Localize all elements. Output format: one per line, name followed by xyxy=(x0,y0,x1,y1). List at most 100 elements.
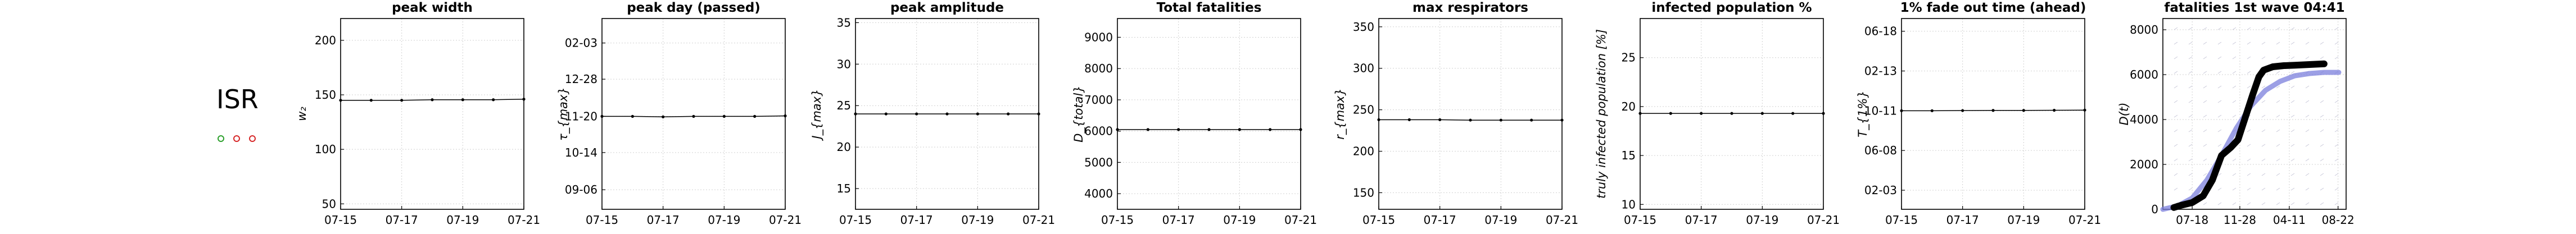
field-mark xyxy=(2261,56,2266,59)
field-mark xyxy=(2188,71,2193,74)
x-tick-label: 07-15 xyxy=(839,213,872,227)
field-mark xyxy=(2247,129,2251,132)
data-point xyxy=(1407,118,1411,121)
x-tick-label: 07-21 xyxy=(1807,213,1840,227)
field-mark xyxy=(2203,56,2207,59)
chart-title: infected population % xyxy=(1651,1,1812,15)
field-mark xyxy=(2217,85,2222,89)
field-mark xyxy=(2174,42,2178,45)
field-mark xyxy=(2305,85,2310,89)
x-tick-label: 07-17 xyxy=(900,213,933,227)
field-mark xyxy=(2174,129,2178,132)
x-tick-label: 11-28 xyxy=(2224,213,2256,227)
field-mark xyxy=(2232,158,2237,162)
field-mark xyxy=(2174,173,2178,176)
y-axis-label: T_{1%} xyxy=(1856,90,1870,137)
x-tick-label: 07-19 xyxy=(1746,213,1778,227)
data-point xyxy=(976,112,979,116)
x-tick-label: 08-22 xyxy=(2322,213,2355,227)
field-mark xyxy=(2334,42,2339,45)
y-axis-label: τ_{max} xyxy=(556,87,571,141)
plot-frame xyxy=(1378,18,1563,210)
indicator-dot xyxy=(233,135,240,142)
y-tick-label: 7000 xyxy=(1084,93,1113,107)
y-tick-label: 350 xyxy=(1353,20,1374,34)
field-mark xyxy=(2203,27,2207,30)
x-tick-label: 07-17 xyxy=(647,213,680,227)
field-mark xyxy=(2305,187,2310,191)
field-mark xyxy=(2261,27,2266,30)
field-mark xyxy=(2290,144,2295,147)
field-mark xyxy=(2320,114,2324,118)
data-point xyxy=(1438,118,1442,121)
plot-frame xyxy=(601,18,786,210)
x-tick-label: 07-15 xyxy=(1624,213,1656,227)
data-point xyxy=(461,98,464,102)
field-mark xyxy=(2203,71,2207,74)
data-point xyxy=(1530,118,1533,122)
field-mark xyxy=(2305,42,2310,45)
y-axis-label: r_{max} xyxy=(1333,88,1347,140)
x-tick-label: 07-15 xyxy=(1362,213,1395,227)
data-point xyxy=(431,98,434,102)
y-tick-label: 15 xyxy=(837,182,851,195)
chart-title: peak day (passed) xyxy=(627,1,760,15)
chart-title: 1% fade out time (ahead) xyxy=(1900,1,2086,15)
field-mark xyxy=(2232,71,2237,74)
y-tick-label: 150 xyxy=(1353,186,1374,199)
field-mark xyxy=(2290,129,2295,132)
field-mark xyxy=(2203,158,2207,162)
x-tick-label: 07-19 xyxy=(446,213,479,227)
field-mark xyxy=(2217,42,2222,45)
field-mark xyxy=(2261,173,2266,176)
field-mark xyxy=(2188,173,2193,176)
chart-panel-2: 07-15 07-17 07-19 07-21 09-06 10-14 11-20 12-28… xyxy=(556,1,802,227)
chart-panel-4: 07-15 07-17 07-19 07-21 4000 5000 6000 7000 8000… xyxy=(1072,1,1317,227)
x-tick-label: 07-15 xyxy=(324,213,357,227)
field-mark xyxy=(2261,144,2266,147)
y-axis-label: w₂ xyxy=(295,107,309,121)
x-tick-label: 04-11 xyxy=(2273,213,2306,227)
x-tick-label: 07-15 xyxy=(1885,213,1918,227)
field-mark xyxy=(2203,173,2207,176)
field-mark xyxy=(2261,202,2266,205)
field-mark xyxy=(2261,85,2266,89)
y-axis-label: D(t) xyxy=(2117,103,2131,126)
field-mark xyxy=(2188,42,2193,45)
field-mark xyxy=(2334,173,2339,176)
data-point xyxy=(1760,112,1764,115)
field-mark xyxy=(2247,85,2251,89)
y-tick-label: 200 xyxy=(315,34,336,47)
field-mark xyxy=(2217,187,2222,191)
field-mark xyxy=(2247,158,2251,162)
data-point xyxy=(2083,108,2086,112)
data-point xyxy=(2022,109,2025,112)
field-mark xyxy=(2305,202,2310,205)
field-mark xyxy=(2203,144,2207,147)
field-mark xyxy=(2203,202,2207,205)
field-mark xyxy=(2276,114,2280,118)
field-mark xyxy=(2247,56,2251,59)
x-tick-label: 07-15 xyxy=(586,213,618,227)
y-tick-label: 15 xyxy=(1622,149,1636,162)
field-mark xyxy=(2217,56,2222,59)
field-mark xyxy=(2290,56,2295,59)
field-mark xyxy=(2334,144,2339,147)
field-mark xyxy=(2276,158,2280,162)
field-mark xyxy=(2188,56,2193,59)
data-point xyxy=(1007,112,1010,116)
field-mark xyxy=(2247,71,2251,74)
chart-panel-1: 07-15 07-17 07-19 07-21 50 100 150 200 peak widt… xyxy=(295,1,540,227)
y-tick-label: 25 xyxy=(837,99,851,112)
field-mark xyxy=(2276,202,2280,205)
field-mark xyxy=(2290,100,2295,103)
field-mark xyxy=(2217,27,2222,30)
field-mark xyxy=(2217,129,2222,132)
y-tick-label: 10 xyxy=(1622,198,1636,211)
y-tick-label: 5000 xyxy=(1084,155,1113,169)
data-point xyxy=(1269,128,1272,131)
field-mark xyxy=(2334,158,2339,162)
data-point xyxy=(1822,112,1825,115)
field-mark xyxy=(2247,144,2251,147)
data-point xyxy=(1116,128,1119,131)
